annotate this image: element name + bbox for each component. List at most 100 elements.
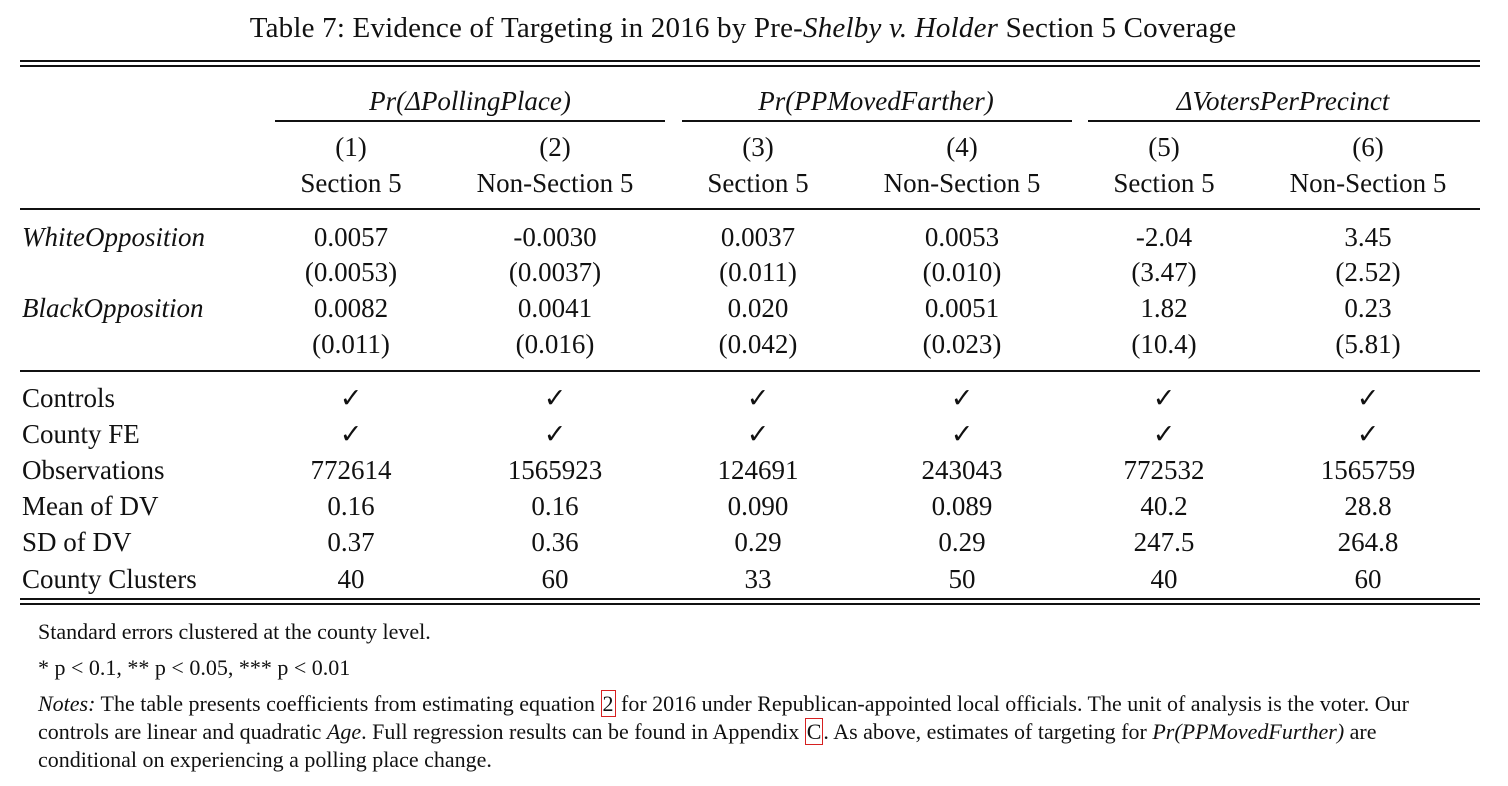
stat-cell: 0.29 xyxy=(734,527,782,557)
group-header-polling-place: Pr(ΔPollingPlace) xyxy=(369,86,571,116)
se-cell: (5.81) xyxy=(1335,329,1401,359)
column-number: (6) xyxy=(1352,132,1384,162)
stat-cell: 40 xyxy=(1150,564,1178,594)
group-rule-2 xyxy=(682,120,1072,122)
column-number: (1) xyxy=(335,132,367,162)
checkmark-icon: ✓ xyxy=(339,383,363,413)
se-cell: (10.4) xyxy=(1131,329,1197,359)
stat-cell: 0.090 xyxy=(727,491,789,521)
coef-cell: 0.020 xyxy=(727,293,789,323)
stat-cell: 1565759 xyxy=(1320,455,1416,485)
stat-cell: 772532 xyxy=(1123,455,1205,485)
row-label-observations: Observations xyxy=(22,455,165,485)
table-caption: Table 7: Evidence of Targeting in 2016 b… xyxy=(0,8,1486,48)
stat-cell: 33 xyxy=(744,564,772,594)
significance-note: * p < 0.1, ** p < 0.05, *** p < 0.01 xyxy=(38,655,351,680)
column-number: (4) xyxy=(946,132,978,162)
notes-pp-variable: Pr(PPMovedFurther) xyxy=(1152,719,1345,744)
row-label-black-opposition: BlackOpposition xyxy=(22,293,204,323)
stat-cell: 0.16 xyxy=(327,491,375,521)
column-label: Non-Section 5 xyxy=(476,168,634,198)
table-notes: Notes: The table presents coefficients f… xyxy=(38,690,1478,774)
group-rule-1 xyxy=(275,120,665,122)
se-cell: (0.010) xyxy=(922,257,1002,287)
bottom-rule-2 xyxy=(20,603,1480,605)
row-label-county-clusters: County Clusters xyxy=(22,564,197,594)
caption-suffix: Section 5 Coverage xyxy=(998,12,1237,44)
stat-cell: 50 xyxy=(948,564,976,594)
row-label-controls: Controls xyxy=(22,383,116,413)
stat-cell: 60 xyxy=(541,564,569,594)
coef-cell: 0.0041 xyxy=(517,293,593,323)
column-label: Non-Section 5 xyxy=(883,168,1041,198)
coef-cell: 0.0053 xyxy=(924,222,1000,252)
stat-cell: 772614 xyxy=(310,455,392,485)
column-label: Section 5 xyxy=(1113,168,1215,198)
header-rule xyxy=(20,208,1480,210)
stat-cell: 1565923 xyxy=(507,455,603,485)
checkmark-icon: ✓ xyxy=(950,383,974,413)
column-number: (2) xyxy=(539,132,571,162)
checkmark-icon: ✓ xyxy=(746,383,770,413)
coef-cell: 3.45 xyxy=(1344,222,1392,252)
checkmark-icon: ✓ xyxy=(950,419,974,449)
checkmark-icon: ✓ xyxy=(543,383,567,413)
coef-cell: 1.82 xyxy=(1140,293,1188,323)
column-number: (5) xyxy=(1148,132,1180,162)
equation-reference-link[interactable]: 2 xyxy=(600,690,616,717)
coef-cell: 0.0037 xyxy=(720,222,796,252)
coef-cell: -2.04 xyxy=(1135,222,1193,252)
row-label-sd-of-dv: SD of DV xyxy=(22,527,132,557)
notes-text-d: . As above, estimates of targeting for xyxy=(823,719,1153,744)
se-cell: (2.52) xyxy=(1335,257,1401,287)
checkmark-icon: ✓ xyxy=(746,419,770,449)
stat-cell: 247.5 xyxy=(1133,527,1195,557)
se-cell: (0.042) xyxy=(718,329,798,359)
stat-cell: 124691 xyxy=(717,455,799,485)
column-label: Non-Section 5 xyxy=(1289,168,1447,198)
stat-cell: 28.8 xyxy=(1344,491,1392,521)
se-cell: (3.47) xyxy=(1131,257,1197,287)
stat-cell: 0.16 xyxy=(531,491,579,521)
coef-cell: 0.0082 xyxy=(313,293,389,323)
bottom-rule-1 xyxy=(20,598,1480,600)
stat-cell: 40.2 xyxy=(1140,491,1188,521)
caption-case-name: Shelby v. Holder xyxy=(803,12,999,44)
notes-label: Notes: xyxy=(38,691,96,716)
stat-cell: 0.37 xyxy=(327,527,375,557)
checkmark-icon: ✓ xyxy=(1356,383,1380,413)
coef-cell: 0.0057 xyxy=(313,222,389,252)
se-cell: (0.011) xyxy=(312,329,390,359)
se-cell: (0.0037) xyxy=(508,257,602,287)
row-label-county-fe: County FE xyxy=(22,419,140,449)
se-cell: (0.011) xyxy=(719,257,797,287)
group-header-pp-moved-farther: Pr(PPMovedFarther) xyxy=(758,86,994,116)
se-cell: (0.016) xyxy=(515,329,595,359)
caption-prefix: Table 7: Evidence of Targeting in 2016 b… xyxy=(249,12,804,44)
notes-text-b: for 2016 under Republican-appointed loca… xyxy=(38,691,1409,744)
group-header-voters-per-precinct: ΔVotersPerPrecinct xyxy=(1176,86,1390,116)
notes-text-e: are conditional on experiencing a pollin… xyxy=(38,719,1377,772)
stat-cell: 60 xyxy=(1354,564,1382,594)
se-cell: (0.0053) xyxy=(304,257,398,287)
stat-cell: 243043 xyxy=(921,455,1003,485)
checkmark-icon: ✓ xyxy=(1356,419,1380,449)
row-label-mean-of-dv: Mean of DV xyxy=(22,491,159,521)
mid-rule xyxy=(20,370,1480,372)
notes-text-a: The table presents coefficients from est… xyxy=(95,691,601,716)
coef-cell: 0.23 xyxy=(1344,293,1392,323)
coef-cell: -0.0030 xyxy=(513,222,597,252)
stat-cell: 264.8 xyxy=(1337,527,1399,557)
stat-cell: 0.29 xyxy=(938,527,986,557)
se-note: Standard errors clustered at the county … xyxy=(38,619,431,644)
checkmark-icon: ✓ xyxy=(1152,383,1176,413)
row-label-white-opposition: WhiteOpposition xyxy=(22,222,205,252)
se-cell: (0.023) xyxy=(922,329,1002,359)
stat-cell: 40 xyxy=(337,564,365,594)
stat-cell: 0.089 xyxy=(931,491,993,521)
group-rule-3 xyxy=(1088,120,1480,122)
checkmark-icon: ✓ xyxy=(1152,419,1176,449)
coef-cell: 0.0051 xyxy=(924,293,1000,323)
appendix-reference-link[interactable]: C xyxy=(804,718,824,745)
stat-cell: 0.36 xyxy=(531,527,579,557)
